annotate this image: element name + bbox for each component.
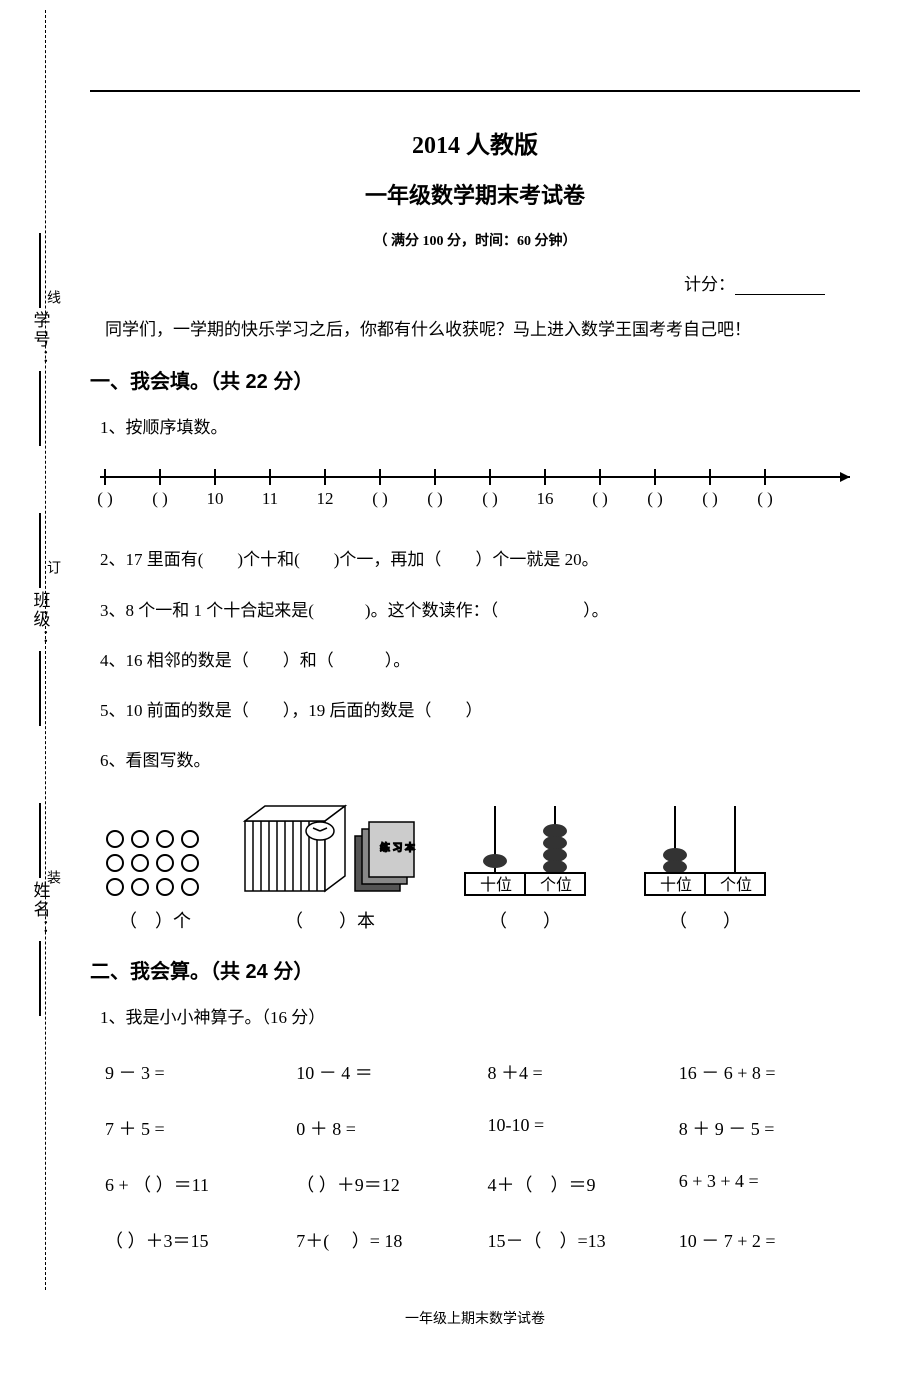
q3: 3、8 个一和 1 个十合起来是( )。这个数读作：（ ）。	[100, 595, 860, 627]
number-line: ( ) ( ) 10 11 12 ( ) ( ) ( ) 16 ( ) ( ) ( ) ( )	[95, 459, 860, 519]
side-line	[39, 513, 41, 588]
calc-item: 8 ＋ 9 － 5 =	[679, 1115, 860, 1141]
calc-item: 0 ＋ 8 =	[296, 1115, 477, 1141]
svg-text:( ): ( )	[427, 489, 443, 508]
svg-text:( ): ( )	[592, 489, 608, 508]
svg-text:10: 10	[207, 489, 224, 508]
side-line	[39, 803, 41, 878]
q6b-label: （ ）本	[285, 907, 375, 933]
label-xuehao: 学号：	[28, 311, 53, 368]
q6-abacus-1: 十位 个位 （ ）	[450, 801, 600, 933]
q2: 2、17 里面有( )个十和( )个一，再加（ ）个一就是 20。	[100, 544, 860, 576]
q6d-label: （ ）	[669, 907, 741, 933]
label-xingming: 姓名：	[28, 881, 53, 938]
svg-text:16: 16	[537, 489, 554, 508]
q6-images: （ ）个	[100, 793, 860, 933]
svg-text:11: 11	[262, 489, 278, 508]
calc-item: 8 ＋4 =	[488, 1059, 669, 1085]
calc-item: 10 － 4 ＝	[296, 1059, 477, 1085]
svg-text:十位: 十位	[660, 876, 692, 894]
abacus2-icon: 十位 个位	[630, 801, 780, 901]
q6c-label: （ ）	[489, 907, 561, 933]
q4: 4、16 相邻的数是（ ）和（ ）。	[100, 645, 860, 677]
svg-text:( ): ( )	[757, 489, 773, 508]
abacus1-icon: 十位 个位	[450, 801, 600, 901]
title-sub: 一年级数学期末考试卷	[90, 178, 860, 210]
calc-item: 7＋( ）= 18	[296, 1227, 477, 1253]
score-blank[interactable]	[735, 294, 825, 295]
circles-icon	[100, 821, 210, 901]
score-row: 计分：	[90, 270, 825, 295]
top-rule	[90, 90, 860, 92]
calc-grid: 9 － 3 = 10 － 4 ＝ 8 ＋4 = 16 － 6 + 8 = 7 ＋…	[105, 1059, 860, 1253]
fold-xian: 线	[42, 290, 62, 304]
intro-text: 同学们，一学期的快乐学习之后，你都有什么收获呢？马上进入数学王国考考自己吧！	[105, 315, 860, 340]
q6-books: 练 习 本 （ ）本	[240, 801, 420, 933]
svg-text:个位: 个位	[720, 876, 752, 894]
calc-item: 6 + 3 + 4 =	[679, 1171, 860, 1197]
svg-text:( ): ( )	[372, 489, 388, 508]
calc-item: 9 － 3 =	[105, 1059, 286, 1085]
calc-item: 7 ＋ 5 =	[105, 1115, 286, 1141]
side-line	[39, 941, 41, 1016]
side-line	[39, 651, 41, 726]
svg-text:( ): ( )	[647, 489, 663, 508]
calc-item: 4＋（ ）＝9	[488, 1171, 669, 1197]
title-meta: （ 满分 100 分，时间：60 分钟）	[90, 230, 860, 250]
books-icon: 练 习 本	[240, 801, 420, 901]
calc-item: 16 － 6 + 8 =	[679, 1059, 860, 1085]
svg-text:练 习 本: 练 习 本	[380, 841, 415, 854]
calc-item: 10-10 =	[488, 1115, 669, 1141]
header: 2014 人教版 一年级数学期末考试卷 （ 满分 100 分，时间：60 分钟）	[90, 125, 860, 250]
q6a-label: （ ）个	[119, 907, 191, 933]
side-line	[39, 233, 41, 308]
svg-text:十位: 十位	[480, 876, 512, 894]
fold-zhuang: 装	[42, 870, 62, 884]
q6: 6、看图写数。	[100, 745, 860, 777]
calc-item: 10 － 7 + 2 =	[679, 1227, 860, 1253]
label-banji: 班级：	[28, 591, 53, 648]
svg-text:( ): ( )	[702, 489, 718, 508]
calc-item: 15－（ ）=13	[488, 1227, 669, 1253]
calc-item: （ ）＋3＝15	[105, 1227, 286, 1253]
exam-page: 学号： 班级： 姓名： 线 订 装 2014 人教版 一年级数学期末考试卷 （ …	[0, 0, 920, 1378]
calc-item: 6 + （ ）＝11	[105, 1171, 286, 1197]
side-line	[39, 371, 41, 446]
fold-ding: 订	[42, 560, 62, 574]
svg-text:个位: 个位	[540, 876, 572, 894]
title-main: 2014 人教版	[90, 125, 860, 160]
svg-text:( ): ( )	[482, 489, 498, 508]
section2-title: 二、我会算。（共 24 分）	[90, 955, 860, 984]
svg-text:12: 12	[317, 489, 334, 508]
score-label: 计分：	[684, 275, 735, 294]
section1-title: 一、我会填。（共 22 分）	[90, 365, 860, 394]
q1: 1、按顺序填数。	[100, 412, 860, 444]
side-labels: 学号： 班级： 姓名： 线 订 装	[10, 0, 70, 1378]
footer: 一年级上期末数学试卷	[90, 1308, 860, 1328]
svg-text:( ): ( )	[152, 489, 168, 508]
calc-item: （ ）＋9＝12	[296, 1171, 477, 1197]
q5: 5、10 前面的数是（ ），19 后面的数是（ ）	[100, 695, 860, 727]
q6-abacus-2: 十位 个位 （ ）	[630, 801, 780, 933]
svg-text:( ): ( )	[97, 489, 113, 508]
q6-circles: （ ）个	[100, 821, 210, 933]
s2q1: 1、我是小小神算子。（16 分）	[100, 1002, 860, 1034]
